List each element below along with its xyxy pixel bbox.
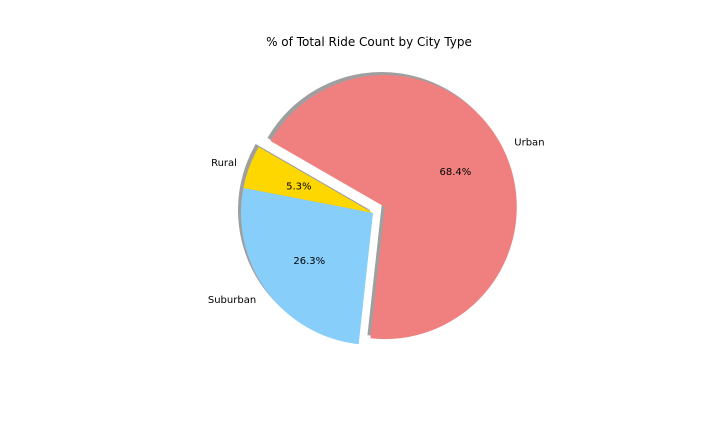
slice-suburban (241, 187, 373, 345)
slice-urban (270, 75, 517, 340)
slices (241, 75, 517, 345)
category-label-urban: Urban (514, 137, 544, 148)
percent-label-rural: 5.3% (286, 181, 311, 192)
chart-title: % of Total Ride Count by City Type (266, 35, 472, 49)
slice-rural (243, 147, 373, 213)
category-label-suburban: Suburban (208, 295, 256, 306)
percent-label-suburban: 26.3% (293, 256, 325, 267)
category-label-rural: Rural (211, 158, 237, 169)
percent-label-urban: 68.4% (440, 167, 472, 178)
labels: Rural 5.3% Suburban 26.3% Urban 68.4% (208, 137, 545, 306)
